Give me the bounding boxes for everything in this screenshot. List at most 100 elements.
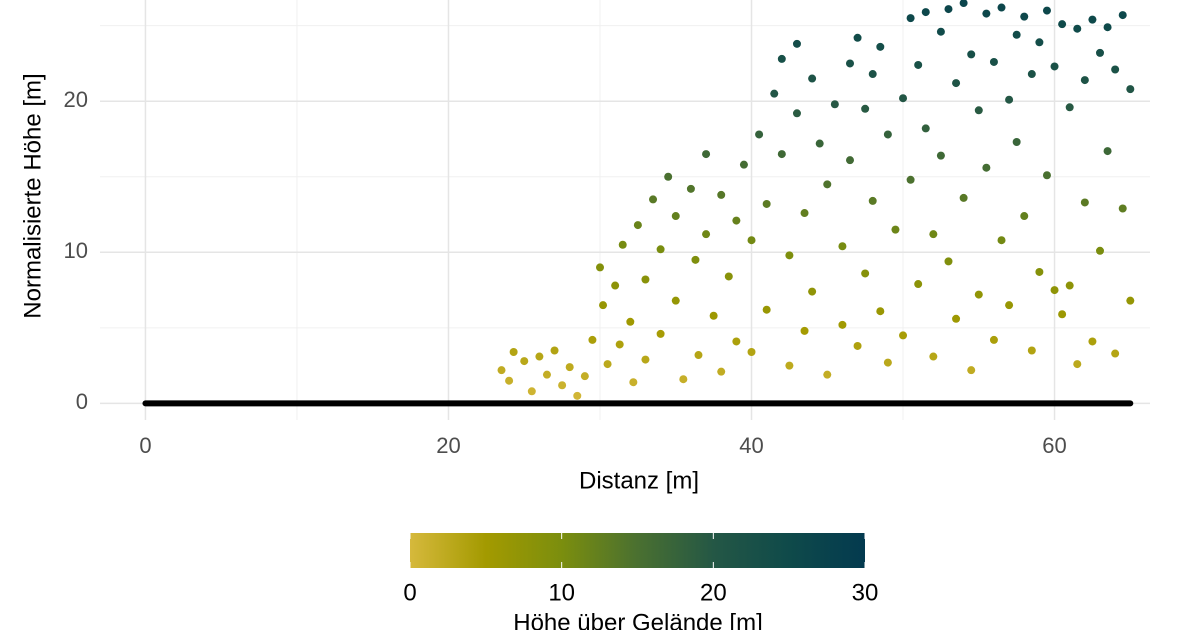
point bbox=[777, 54, 786, 63]
colorbar-tick-label: 10 bbox=[548, 579, 575, 606]
point bbox=[691, 255, 700, 264]
point bbox=[1073, 24, 1082, 33]
point bbox=[952, 314, 961, 323]
point bbox=[694, 351, 703, 360]
colorbar-tick-label: 30 bbox=[852, 579, 879, 606]
point bbox=[732, 337, 741, 346]
y-tick-label: 20 bbox=[64, 87, 88, 112]
point bbox=[785, 251, 794, 260]
point bbox=[641, 355, 650, 364]
point bbox=[868, 70, 877, 79]
y-tick-label: 10 bbox=[64, 238, 88, 263]
point bbox=[671, 212, 680, 221]
point bbox=[1020, 12, 1029, 21]
point bbox=[921, 8, 930, 17]
point bbox=[906, 14, 915, 23]
point bbox=[853, 33, 862, 42]
point bbox=[929, 352, 938, 361]
point bbox=[641, 275, 650, 284]
point bbox=[618, 240, 627, 249]
point bbox=[861, 269, 870, 278]
point bbox=[1035, 38, 1044, 47]
point bbox=[846, 59, 854, 68]
point bbox=[611, 281, 620, 290]
point bbox=[1073, 360, 1082, 369]
point bbox=[656, 245, 665, 254]
colorbar bbox=[410, 533, 865, 568]
colorbar-tick-label: 20 bbox=[700, 579, 727, 606]
point bbox=[1103, 23, 1112, 32]
point bbox=[649, 195, 658, 204]
point bbox=[846, 156, 854, 165]
point bbox=[717, 367, 726, 376]
point bbox=[550, 346, 559, 355]
point bbox=[535, 352, 544, 361]
point bbox=[800, 209, 809, 218]
point bbox=[982, 163, 991, 172]
point bbox=[830, 100, 839, 109]
point bbox=[1042, 171, 1051, 180]
y-axis-title: Normalisierte Höhe [m] bbox=[19, 73, 46, 318]
point bbox=[732, 216, 741, 225]
point bbox=[883, 358, 892, 367]
point bbox=[671, 296, 680, 305]
point bbox=[520, 357, 529, 366]
point bbox=[1096, 48, 1104, 57]
point bbox=[808, 287, 817, 296]
point bbox=[747, 348, 756, 357]
point bbox=[861, 104, 870, 113]
point bbox=[1103, 147, 1112, 156]
point bbox=[959, 193, 968, 202]
point bbox=[823, 180, 832, 189]
point bbox=[899, 94, 908, 103]
point bbox=[724, 272, 733, 281]
point bbox=[1065, 103, 1074, 112]
point bbox=[1042, 6, 1051, 15]
x-tick-label: 0 bbox=[139, 433, 151, 458]
point bbox=[596, 263, 604, 272]
point bbox=[527, 387, 536, 396]
point bbox=[800, 326, 809, 335]
point bbox=[1126, 85, 1135, 94]
point bbox=[808, 74, 817, 83]
point bbox=[997, 236, 1006, 245]
point bbox=[997, 3, 1006, 12]
point bbox=[815, 139, 824, 148]
point bbox=[967, 366, 976, 375]
point bbox=[542, 370, 551, 379]
point bbox=[664, 172, 673, 181]
point bbox=[497, 366, 506, 375]
point bbox=[1118, 11, 1127, 20]
point bbox=[615, 340, 624, 349]
point bbox=[1035, 267, 1044, 276]
point bbox=[868, 196, 877, 205]
point bbox=[1012, 138, 1021, 147]
point bbox=[944, 257, 953, 266]
point bbox=[1058, 310, 1067, 319]
point bbox=[1005, 301, 1014, 310]
x-tick-label: 60 bbox=[1042, 433, 1066, 458]
x-tick-label: 40 bbox=[739, 433, 763, 458]
point bbox=[1058, 20, 1067, 29]
x-axis-title: Distanz [m] bbox=[579, 467, 699, 494]
point bbox=[906, 175, 915, 184]
point bbox=[770, 89, 779, 98]
point bbox=[1118, 204, 1127, 213]
y-tick-label: 0 bbox=[76, 389, 88, 414]
point bbox=[1005, 95, 1014, 104]
point bbox=[967, 50, 976, 59]
point bbox=[588, 335, 597, 344]
point bbox=[959, 0, 968, 8]
point bbox=[739, 160, 748, 169]
x-tick-label: 20 bbox=[436, 433, 460, 458]
point bbox=[1020, 212, 1029, 221]
point bbox=[914, 280, 923, 289]
point bbox=[1050, 286, 1059, 295]
point bbox=[974, 290, 983, 299]
point bbox=[762, 305, 771, 314]
point bbox=[573, 391, 582, 400]
point bbox=[1088, 337, 1097, 346]
colorbar-title: Höhe über Gelände [m] bbox=[513, 609, 762, 630]
point bbox=[565, 363, 574, 372]
point bbox=[1126, 296, 1135, 305]
